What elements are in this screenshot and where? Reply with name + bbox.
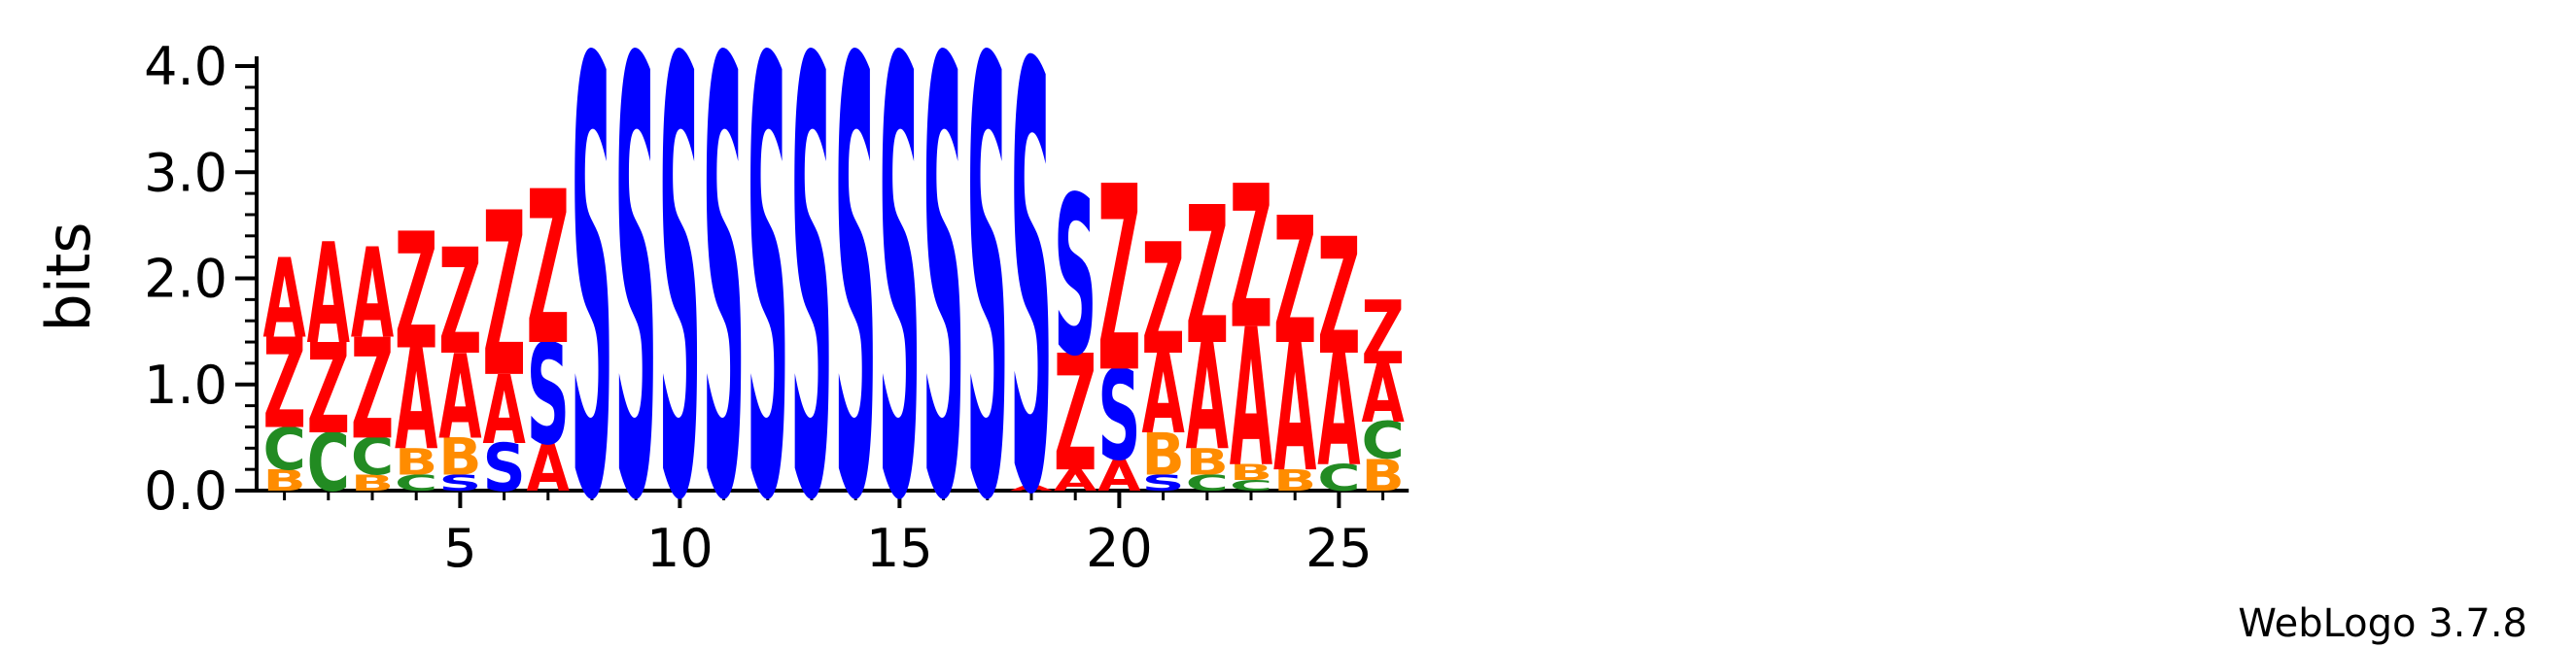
logo-letter-z: Z bbox=[1141, 212, 1184, 390]
logo-letter-z: Z bbox=[307, 317, 350, 461]
logo-letter-a: A bbox=[1317, 322, 1360, 499]
logo-letter-a: A bbox=[1097, 451, 1140, 501]
logo-letter-s: S bbox=[966, 0, 1009, 631]
logo-letter-s: S bbox=[658, 0, 701, 631]
logo-letter-s: S bbox=[790, 0, 833, 631]
logo-letter-b: B bbox=[1186, 441, 1229, 484]
logo-letter-c: C bbox=[262, 416, 305, 484]
logo-letter-z: Z bbox=[1273, 180, 1316, 384]
y-tick-label: 4.0 bbox=[144, 36, 227, 97]
x-tick-label: 25 bbox=[1305, 518, 1373, 579]
logo-letter-s: S bbox=[1097, 344, 1140, 489]
y-tick-label: 1.0 bbox=[144, 355, 227, 416]
logo-letter-a: A bbox=[1186, 314, 1229, 483]
x-tick-label: 20 bbox=[1086, 518, 1153, 579]
logo-letter-s: S bbox=[1141, 470, 1184, 495]
logo-letter-z: Z bbox=[482, 165, 525, 428]
logo-letter-a: A bbox=[1230, 289, 1272, 509]
logo-letter-c: C bbox=[1230, 477, 1272, 494]
logo-letter-s: S bbox=[527, 314, 570, 475]
logo-letter-s: S bbox=[702, 0, 745, 631]
logo-letter-c: C bbox=[351, 428, 394, 487]
logo-letter-z: Z bbox=[1317, 206, 1360, 392]
logo-letter-s: S bbox=[878, 0, 921, 631]
logo-letter-a: A bbox=[395, 320, 437, 482]
logo-letter-b: B bbox=[351, 471, 394, 496]
y-axis-label: bits bbox=[33, 222, 104, 331]
logo-letter-a: A bbox=[1141, 332, 1184, 460]
x-tick-label: 5 bbox=[443, 518, 476, 579]
logo-letter-b: B bbox=[395, 441, 437, 484]
logo-letter-b: B bbox=[1141, 421, 1184, 489]
logo-letter-s: S bbox=[571, 0, 613, 631]
logo-letter-c: C bbox=[307, 418, 350, 511]
logo-letter-a: A bbox=[438, 331, 481, 466]
x-tick-label: 15 bbox=[866, 518, 933, 579]
logo-letter-z: Z bbox=[1230, 145, 1272, 374]
logo-letter-s: S bbox=[438, 470, 481, 495]
logo-letter-z: Z bbox=[395, 200, 437, 386]
logo-letter-a: A bbox=[527, 429, 571, 506]
logo-letter-z: Z bbox=[1054, 323, 1097, 508]
logo-letter-z: Z bbox=[438, 218, 481, 387]
logo-letter-c: C bbox=[1361, 413, 1404, 471]
logo-letter-c: C bbox=[395, 470, 437, 495]
logo-letter-z: Z bbox=[527, 147, 570, 392]
logo-letter-a: A bbox=[351, 222, 394, 366]
y-tick-label: 3.0 bbox=[144, 142, 227, 203]
logo-letter-z: Z bbox=[1361, 284, 1404, 385]
logo-letter-s: S bbox=[922, 0, 964, 631]
logo-letter-a: A bbox=[307, 214, 350, 376]
axes: 0.0 1.0 2.0 3.0 4.0 5 10 15 20 25 bbox=[144, 36, 1410, 579]
y-tick-label: 0.0 bbox=[144, 460, 227, 522]
y-tick-label: 2.0 bbox=[144, 249, 227, 310]
logo-letter-a: A bbox=[1273, 308, 1316, 511]
logo-letter-b: B bbox=[1361, 451, 1404, 501]
logo-letter-z: Z bbox=[351, 309, 394, 470]
logo-letter-b: B bbox=[1273, 463, 1316, 497]
logo-letter-a: A bbox=[1010, 484, 1054, 493]
logo-letter-c: C bbox=[1186, 470, 1229, 495]
logo-letter-z: Z bbox=[1186, 168, 1229, 389]
x-tick-label: 10 bbox=[646, 518, 714, 579]
logo-letter-b: B bbox=[1230, 460, 1272, 486]
logo-letter-z: Z bbox=[262, 312, 305, 457]
logo-letter-a: A bbox=[482, 356, 525, 465]
logo-letter-s: S bbox=[482, 430, 525, 506]
logo-letter-c: C bbox=[1317, 457, 1360, 499]
logo-letter-s: S bbox=[747, 0, 789, 631]
logo-letter-s: S bbox=[614, 0, 657, 631]
logo-letter-a: A bbox=[1361, 347, 1404, 440]
logo-letter-a: A bbox=[262, 236, 305, 363]
logo-letter-z: Z bbox=[1097, 132, 1140, 429]
logo-letter-s: S bbox=[1054, 150, 1097, 404]
logo-letter-b: B bbox=[262, 463, 305, 497]
logo-letter-b: B bbox=[438, 428, 481, 488]
logo-letter-a: A bbox=[1054, 463, 1097, 497]
weblogo-credit: WebLogo 3.7.8 bbox=[2238, 601, 2527, 646]
logo-letter-s: S bbox=[834, 0, 877, 631]
logo-letter-s: S bbox=[1010, 0, 1053, 624]
